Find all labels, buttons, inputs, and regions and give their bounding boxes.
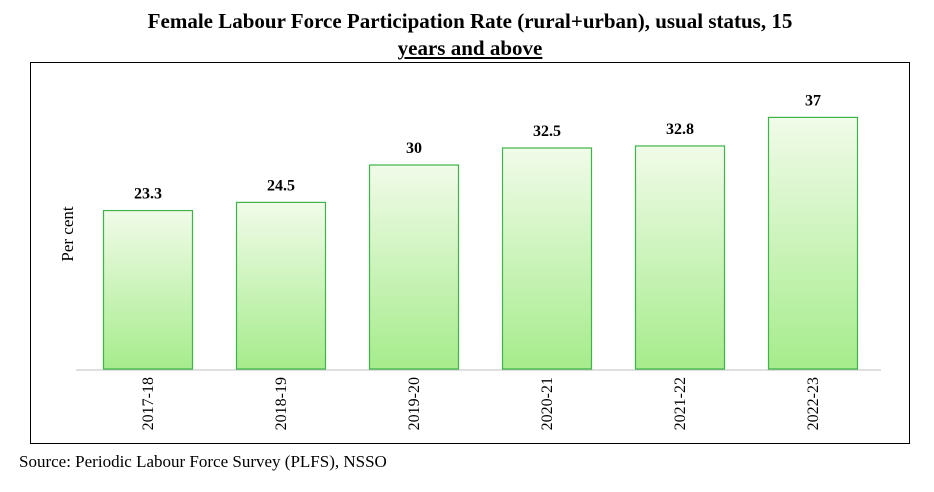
y-axis-label: Per cent xyxy=(58,206,77,262)
bar-2019-20 xyxy=(368,164,460,370)
chart-frame: Per cent 23.3 24.5 30 32.5 32.8 37 2017-18 201… xyxy=(30,62,910,444)
bars xyxy=(102,116,859,370)
bar-2021-22 xyxy=(634,145,726,370)
value-label: 32.5 xyxy=(533,123,561,140)
x-tick-label: 2018-19 xyxy=(273,377,290,430)
chart-title-line1: Female Labour Force Participation Rate (… xyxy=(147,9,793,33)
chart-title: Female Labour Force Participation Rate (… xyxy=(100,8,840,62)
value-labels: 23.3 24.5 30 32.5 32.8 37 xyxy=(134,92,821,202)
value-label: 24.5 xyxy=(267,177,295,194)
value-label: 30 xyxy=(406,140,422,157)
value-label: 32.8 xyxy=(666,121,694,138)
value-label: 37 xyxy=(805,92,821,109)
bar-2020-21 xyxy=(501,147,593,370)
x-tick-label: 2022-23 xyxy=(805,377,822,430)
bar-2017-18 xyxy=(102,209,194,370)
x-tick-label: 2019-20 xyxy=(406,377,423,430)
bar-2018-19 xyxy=(235,201,327,370)
chart-title-line2: years and above xyxy=(397,36,543,60)
bar-2022-23 xyxy=(767,116,859,370)
x-tick-labels: 2017-18 2018-19 2019-20 2020-21 2021-22 2022-… xyxy=(140,377,822,430)
source-note: Source: Periodic Labour Force Survey (PL… xyxy=(19,452,387,471)
x-tick-label: 2017-18 xyxy=(140,377,157,430)
x-tick-label: 2021-22 xyxy=(672,377,689,430)
x-tick-label: 2020-21 xyxy=(539,377,556,430)
value-label: 23.3 xyxy=(134,186,162,203)
